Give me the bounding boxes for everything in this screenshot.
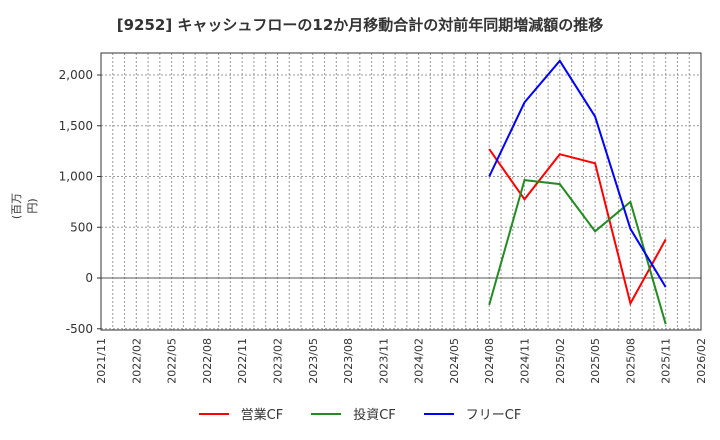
x-tick-label: 2023/11 (377, 338, 390, 384)
legend-label: 投資CF (353, 408, 396, 423)
x-tick-label: 2025/08 (624, 338, 637, 384)
x-tick-label: 2023/05 (307, 338, 320, 384)
y-tick-label: 1,500 (59, 119, 93, 133)
x-tick-label: 2025/05 (589, 338, 602, 384)
x-tick-label: 2024/08 (483, 338, 496, 384)
legend-label: 営業CF (240, 408, 284, 423)
series-line (488, 179, 667, 325)
plot-frame (100, 52, 702, 331)
x-tick-label: 2025/11 (660, 338, 673, 384)
y-tick-label: 500 (70, 220, 93, 234)
x-tick-label: 2024/05 (448, 338, 461, 384)
x-tick-label: 2023/02 (271, 338, 284, 384)
x-tick-label: 2024/02 (413, 338, 426, 384)
y-tick-label: 1,000 (59, 170, 93, 184)
legend-swatch-red (198, 412, 229, 415)
legend-swatch-blue (423, 412, 454, 415)
x-tick-label: 2024/11 (519, 338, 532, 384)
x-tick-label: 2022/11 (236, 338, 249, 384)
legend-item-investing-cf: 投資CF (311, 404, 396, 423)
x-tick-label: 2026/02 (695, 338, 708, 384)
legend-swatch-green (311, 412, 342, 415)
x-tick-label: 2022/05 (166, 338, 179, 384)
legend: 営業CF 投資CF フリーCF (0, 404, 720, 423)
y-tick-label: -500 (66, 322, 93, 336)
x-tick-label: 2023/08 (342, 338, 355, 384)
legend-label: フリーCF (465, 408, 522, 423)
x-tick-label: 2022/08 (201, 338, 214, 384)
chart-title: [9252] キャッシュフローの12か月移動合計の対前年同期増減額の推移 (116, 16, 604, 34)
series-line (488, 148, 667, 307)
legend-item-operating-cf: 営業CF (198, 404, 284, 423)
y-tick-label: 0 (85, 271, 93, 285)
x-tick-label: 2021/11 (95, 338, 108, 384)
x-tick-label: 2022/02 (130, 338, 143, 384)
y-tick-label: 2,000 (59, 68, 93, 82)
series-line (488, 59, 667, 288)
legend-item-free-cf: フリーCF (423, 404, 522, 423)
x-tick-label: 2025/02 (554, 338, 567, 384)
